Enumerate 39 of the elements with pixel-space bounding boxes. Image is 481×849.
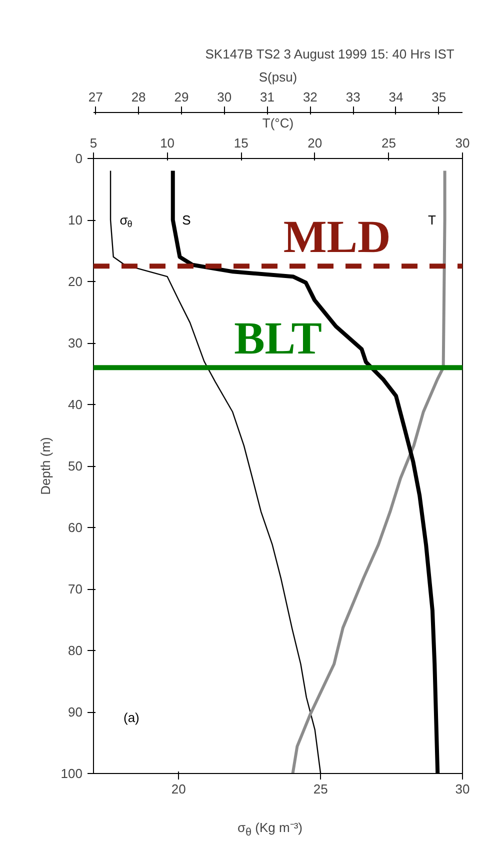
ref-line-label: MLD: [283, 211, 391, 262]
y-tick-label: 90: [68, 704, 83, 720]
x-tick-label: 34: [388, 90, 404, 104]
x2-tick-label: 15: [234, 136, 248, 150]
x-tick-label: 25: [313, 782, 328, 796]
y-tick-label: 30: [68, 336, 83, 350]
y-tick-label: 0: [75, 151, 83, 166]
x-axis-title: σ$_{θ}$ (Kg m⁻³): [238, 819, 303, 841]
x-tick-label: 35: [432, 90, 446, 104]
y-tick-label: 20: [68, 274, 83, 289]
x-tick-label: 30: [455, 782, 470, 796]
chart-title: SK147B TS2 3 August 1999 15: 40 Hrs IST: [205, 46, 454, 62]
y-tick-label: 10: [68, 212, 83, 228]
y-tick-label: 60: [68, 520, 83, 535]
y-axis-title: Depth (m): [38, 437, 53, 495]
x2-tick-label: 25: [381, 136, 396, 150]
x-tick-label: 27: [88, 90, 103, 104]
y-tick-label: 50: [68, 458, 83, 474]
y-tick-label: 40: [68, 397, 83, 412]
x2-tick-label: 10: [160, 136, 175, 150]
series-label: S: [182, 212, 192, 228]
x-tick-label: 20: [171, 782, 186, 796]
x2-tick-label: 30: [455, 136, 470, 150]
annotation: (a): [124, 710, 140, 725]
x2-tick-label: 5: [90, 136, 98, 150]
x2-tick-label: 20: [308, 136, 322, 150]
x-tick-label: 28: [131, 90, 146, 104]
y-tick-label: 80: [68, 643, 83, 658]
x-tick-label: 33: [346, 90, 360, 104]
x-axis-title: S(psu): [258, 70, 298, 84]
x-tick-label: 32: [302, 90, 318, 104]
x-tick-label: 31: [260, 90, 275, 104]
y-tick-label: 100: [60, 766, 83, 781]
y-tick-label: 70: [68, 582, 83, 596]
ref-line-label: BLT: [234, 312, 322, 364]
series-label: T: [428, 212, 436, 228]
x-tick-label: 30: [217, 90, 232, 104]
x2-axis-title: T(°C): [262, 116, 294, 130]
x-tick-label: 29: [174, 90, 189, 104]
